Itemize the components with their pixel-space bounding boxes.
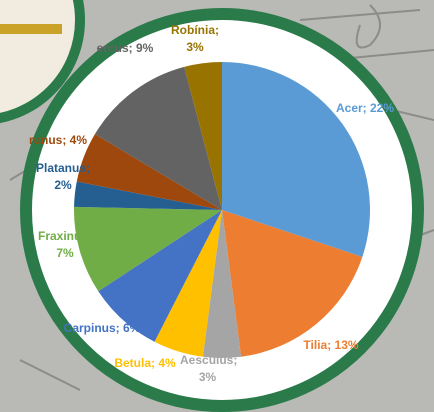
- pie-slice: [74, 206, 223, 292]
- pie-slice: [222, 210, 363, 357]
- slice-label: Carpinus; 6%: [63, 321, 141, 335]
- slice-label: runus; 4%: [28, 133, 87, 147]
- inset-bar: [0, 24, 62, 34]
- pie-slice: [154, 210, 222, 357]
- pie-slice: [74, 181, 222, 210]
- slice-label: ercus; 9%: [96, 41, 154, 55]
- slice-label: Betula; 4%: [114, 356, 176, 370]
- pie-slice: [222, 62, 371, 257]
- pie-slice: [202, 210, 242, 359]
- slice-label: Fraxinus; 7%: [37, 229, 92, 260]
- slice-label: Tilia; 13%: [303, 338, 359, 352]
- pie-slice: [94, 66, 222, 210]
- pie: [74, 62, 371, 359]
- pie-slice: [98, 210, 222, 342]
- pie-slice: [184, 62, 222, 210]
- slice-label: Aesculus; 3%: [180, 353, 238, 384]
- slice-label: Robínia; 3%: [171, 23, 219, 54]
- slice-label: Platanus; 2%: [35, 161, 90, 192]
- slice-label: Acer; 22%: [335, 101, 395, 115]
- pie-slice: [76, 134, 223, 210]
